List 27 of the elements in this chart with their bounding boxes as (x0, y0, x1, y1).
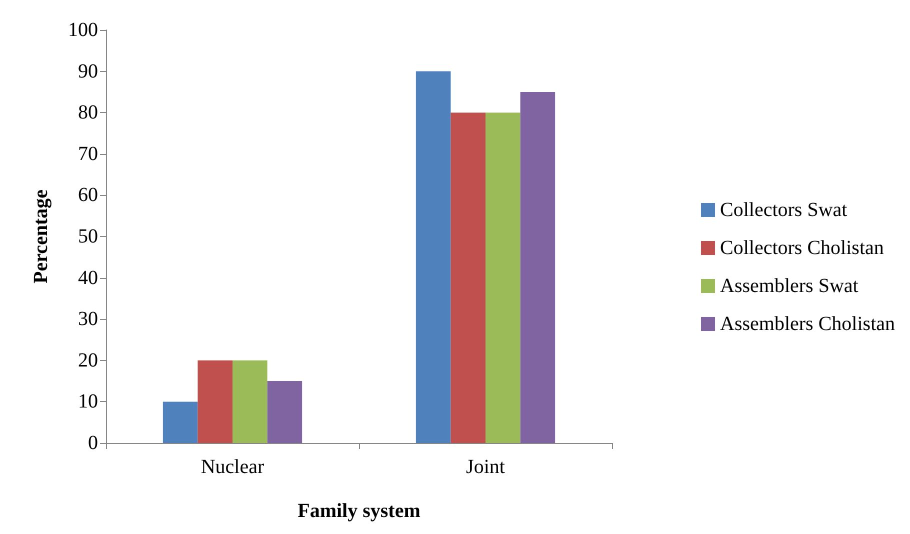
legend-label: Collectors Cholistan (720, 237, 884, 259)
y-tick-label: 80 (78, 102, 98, 124)
y-tick-label: 90 (78, 60, 98, 82)
legend-label: Assemblers Cholistan (720, 313, 896, 335)
bar (450, 112, 486, 443)
y-tick-label: 30 (78, 308, 98, 330)
bar (162, 402, 198, 443)
y-tick-label: 10 (78, 390, 98, 413)
y-tick-label: 50 (78, 226, 98, 248)
y-axis-title: Percentage (30, 189, 52, 284)
bar (520, 92, 556, 443)
y-tick-label: 60 (78, 184, 98, 206)
legend-label: Collectors Swat (720, 199, 848, 221)
x-tick-label: Nuclear (200, 456, 264, 478)
legend-label: Assemblers Swat (720, 275, 859, 297)
bar (267, 381, 302, 443)
x-tick-label: Joint (466, 456, 506, 478)
x-axis-title: Family system (298, 500, 421, 522)
y-tick-label: 70 (78, 142, 98, 165)
bar (198, 360, 232, 443)
bar (416, 71, 451, 443)
bar (486, 112, 520, 443)
y-tick-label: 0 (88, 432, 98, 454)
y-tick-label: 20 (78, 349, 98, 372)
y-tick-label: 100 (68, 19, 98, 41)
y-tick-label: 40 (78, 266, 98, 289)
bar (232, 360, 268, 443)
